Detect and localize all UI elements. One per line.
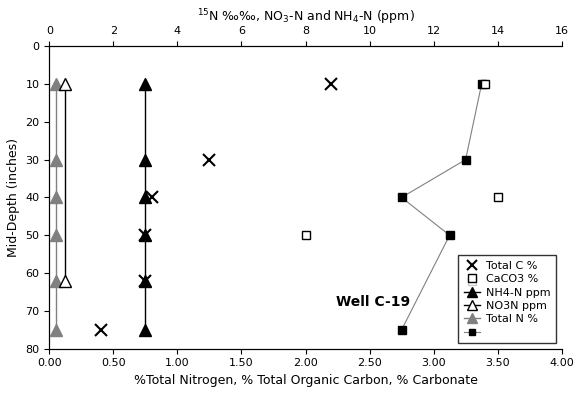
Y-axis label: Mid-Depth (inches): Mid-Depth (inches) [7,138,20,257]
X-axis label: %Total Nitrogen, % Total Organic Carbon, % Carbonate: %Total Nitrogen, % Total Organic Carbon,… [134,374,478,387]
Text: Well C-19: Well C-19 [336,296,410,309]
X-axis label: $^{15}$N ‰‰, NO$_3$-N and NH$_4$-N (ppm): $^{15}$N ‰‰, NO$_3$-N and NH$_4$-N (ppm) [196,7,414,26]
Legend: Total C %, CaCO3 %, NH4-N ppm, NO3N ppm, Total N %, : Total C %, CaCO3 %, NH4-N ppm, NO3N ppm,… [458,255,556,343]
